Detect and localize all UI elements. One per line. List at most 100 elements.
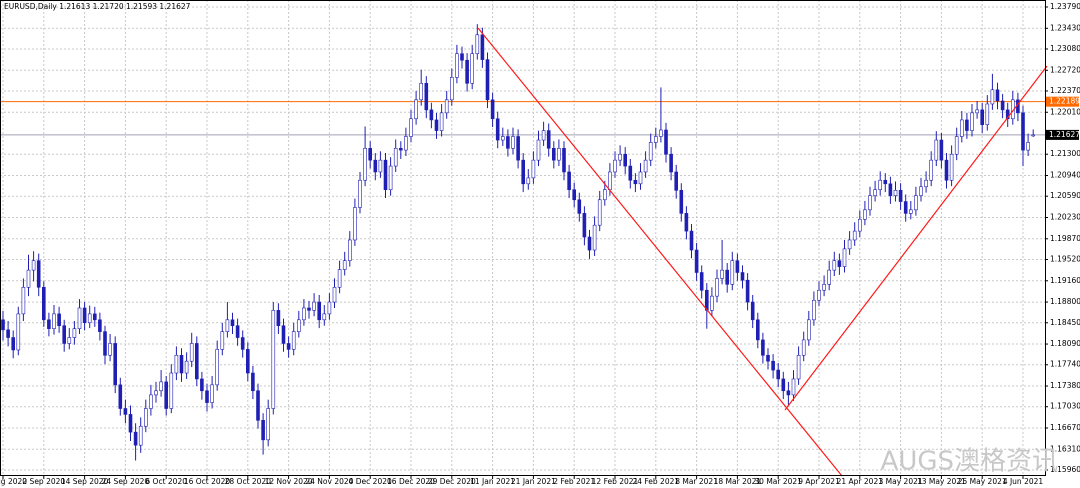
- candle-body: [521, 159, 526, 185]
- y-tick-label: 1.19870: [1050, 234, 1080, 243]
- candle-body: [648, 142, 653, 161]
- y-tick-label: 1.17030: [1050, 402, 1080, 411]
- x-tick-label: 21 Aug 2020: [0, 477, 27, 486]
- candle-body: [225, 319, 230, 332]
- candle-body: [827, 269, 832, 285]
- candle-body: [699, 272, 704, 291]
- plot-layer: [0, 24, 1045, 461]
- chart-title: EURUSD,Daily 1.21613 1.21720 1.21593 1.2…: [4, 2, 191, 11]
- price-label-box: [1046, 129, 1079, 140]
- x-tick-label: 25 May 2021: [958, 477, 1007, 486]
- candle-body: [169, 372, 174, 409]
- price-label-box: [1046, 96, 1079, 107]
- candle-body: [449, 77, 454, 101]
- x-tick-label: 21 Jan 2021: [511, 477, 556, 486]
- candle-body: [959, 119, 964, 137]
- candle-body: [210, 384, 214, 403]
- candle-body: [597, 199, 602, 226]
- candle-body: [444, 99, 449, 114]
- candle-body: [623, 153, 628, 167]
- candle-body: [740, 272, 745, 281]
- x-tick-label: 6 Oct 2020: [145, 477, 187, 486]
- candle-body: [852, 230, 857, 241]
- x-tick-label: 4 Jun 2021: [1003, 477, 1044, 486]
- candle-body: [944, 159, 949, 181]
- candle-body: [582, 213, 587, 238]
- candle-body: [358, 179, 362, 208]
- candle-body: [47, 319, 51, 329]
- candle-body: [674, 171, 679, 191]
- candle-body: [480, 34, 485, 60]
- y-tick-label: 1.20230: [1050, 213, 1080, 222]
- candle-body: [485, 59, 490, 101]
- candle-body: [128, 414, 133, 433]
- candle-body: [908, 209, 913, 214]
- watermark: AUGS澳格资讯: [881, 447, 1058, 477]
- candle-body: [965, 119, 969, 131]
- candle-body: [179, 354, 184, 374]
- candle-body: [353, 207, 357, 241]
- candle-body: [108, 343, 112, 356]
- candle-body: [745, 279, 750, 303]
- candle-body: [312, 301, 316, 311]
- candle-body: [949, 153, 954, 181]
- candle-body: [98, 319, 102, 332]
- candle-body: [796, 354, 801, 380]
- y-tick-label: 1.21300: [1050, 149, 1080, 158]
- candle-body: [296, 319, 301, 332]
- candle-body: [404, 136, 408, 151]
- candle-body: [36, 260, 41, 288]
- candle-body: [200, 378, 204, 392]
- x-tick-label: 18 Mar 2021: [714, 477, 762, 486]
- candle-body: [113, 343, 117, 386]
- y-tick-label: 1.17740: [1050, 360, 1080, 369]
- candle-body: [31, 260, 36, 271]
- candle-body: [307, 307, 311, 311]
- candle-body: [409, 118, 413, 137]
- candle-body: [975, 109, 979, 114]
- candle-body: [832, 260, 837, 271]
- candle-body: [429, 109, 434, 121]
- candle-body: [546, 130, 551, 149]
- candle-body: [526, 177, 531, 185]
- candle-body: [286, 343, 291, 350]
- x-tick-label: 16 Dec 2020: [387, 477, 435, 486]
- candle-body: [817, 289, 821, 301]
- candle-body: [572, 189, 577, 201]
- candle-body: [123, 408, 128, 415]
- candle-body: [755, 319, 760, 341]
- candle-body: [368, 148, 373, 161]
- candle-body: [490, 99, 495, 120]
- candle-body: [812, 299, 816, 321]
- candle-body: [144, 408, 148, 427]
- price-label: 1.22189: [1049, 97, 1080, 106]
- candle-body: [347, 239, 352, 261]
- candle-body: [276, 310, 281, 327]
- candle-body: [195, 343, 199, 380]
- y-tick-label: 1.19160: [1050, 276, 1080, 285]
- candle-body: [842, 248, 847, 267]
- candle-body: [669, 153, 673, 173]
- x-tick-label: 8 Mar 2021: [675, 477, 718, 486]
- grid-layer: [0, 0, 1045, 476]
- candle-body: [327, 301, 332, 315]
- candle-body: [266, 408, 271, 441]
- candle-body: [990, 89, 995, 105]
- x-tick-label: 13 May 2021: [917, 477, 966, 486]
- x-tick-label: 11 Jan 2021: [470, 477, 515, 486]
- candle-body: [633, 179, 638, 185]
- candle-body: [439, 112, 444, 131]
- candle-body: [52, 313, 56, 329]
- candle-body: [500, 136, 505, 141]
- candle-body: [41, 286, 46, 321]
- candle-body: [750, 301, 755, 321]
- candle-body: [322, 313, 327, 321]
- candle-body: [159, 381, 163, 392]
- candle-body: [455, 53, 459, 78]
- candle-body: [393, 148, 398, 167]
- candle-body: [6, 329, 10, 338]
- candle-body: [638, 171, 643, 185]
- candle-body: [919, 186, 923, 196]
- candle-body: [618, 153, 622, 161]
